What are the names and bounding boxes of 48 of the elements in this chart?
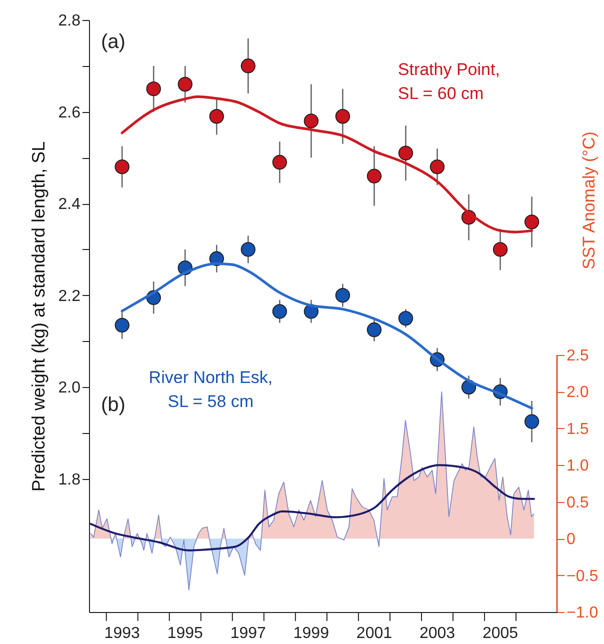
y2-tick-label: 1.5 <box>566 420 589 438</box>
point <box>114 318 130 333</box>
point <box>240 242 256 257</box>
point <box>335 109 350 124</box>
y2-tick-label: 0 <box>566 531 576 548</box>
y2-axis-title: SST Anomaly (°C) <box>580 132 598 270</box>
y2-tick-label: 0.5 <box>566 494 589 512</box>
y-tick-label: 2.8 <box>58 12 81 30</box>
y2-tick-label: −0.5 <box>566 568 598 585</box>
point <box>366 168 382 184</box>
point <box>240 58 256 74</box>
y2-tick-label: 2.0 <box>566 384 589 402</box>
point <box>304 114 319 128</box>
y-tick-label: 2.2 <box>58 288 81 305</box>
line-series <box>90 464 535 552</box>
y-tick-label: 1.8 <box>58 471 81 488</box>
y-tick-label: 2.0 <box>58 380 81 397</box>
x-tick-label: 1995 <box>167 625 204 642</box>
point <box>209 109 224 124</box>
annotation: (a) <box>101 31 126 53</box>
point <box>335 288 350 303</box>
x-tick-label: 1997 <box>230 625 266 642</box>
point <box>398 310 414 326</box>
point <box>398 146 414 160</box>
y-tick-label: 2.6 <box>58 104 81 122</box>
x-tick-label: 2001 <box>356 625 392 642</box>
point <box>178 76 192 92</box>
x-tick-label: 2005 <box>482 625 518 642</box>
y-axis-title: Predicted weight (kg) at standard length, SL <box>28 141 48 492</box>
point <box>114 160 130 174</box>
y2-tick-label: 1.0 <box>566 458 589 475</box>
point <box>430 160 445 174</box>
x-tick-label: 1993 <box>104 625 140 642</box>
y2-tick-label: −1.0 <box>566 604 598 622</box>
annotation: (b) <box>101 394 126 416</box>
point <box>272 154 288 170</box>
text: River North Esk, SL = 58 cm <box>148 368 273 411</box>
point <box>146 82 161 96</box>
point <box>524 214 540 230</box>
point <box>524 414 540 429</box>
y2-tick-label: 2.5 <box>566 348 589 364</box>
x-tick-label: 2003 <box>419 625 456 642</box>
point <box>366 322 382 338</box>
point <box>272 304 288 319</box>
y-tick-label: 2.4 <box>58 196 81 214</box>
point <box>492 242 508 257</box>
x-tick-label: 1999 <box>293 625 330 642</box>
text: Strathy Point, SL = 60 cm <box>398 60 500 103</box>
